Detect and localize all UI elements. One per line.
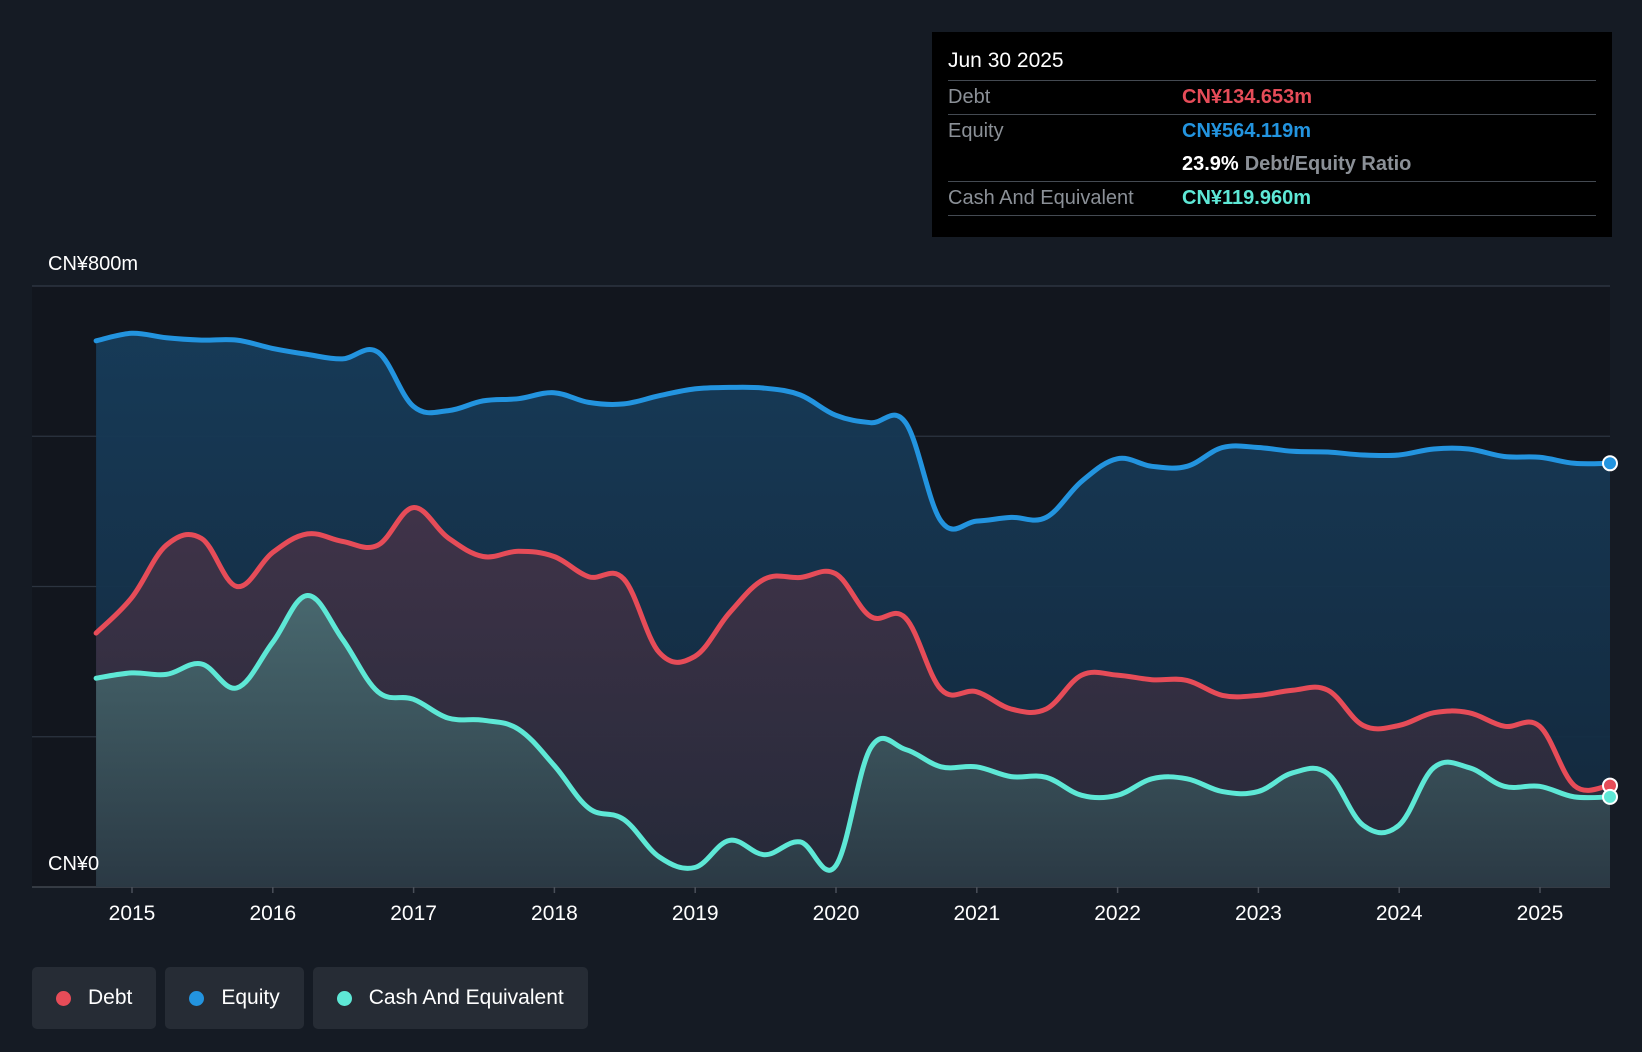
debt-line xyxy=(93,505,1613,793)
cash-line xyxy=(93,593,1613,873)
legend-equity-label: Equity xyxy=(221,986,280,1009)
tooltip-row-ratio: 23.9% Debt/Equity Ratio xyxy=(948,148,1596,181)
x-tick-label: 2023 xyxy=(1235,902,1282,925)
x-tick-label: 2017 xyxy=(390,902,437,925)
series-lines xyxy=(93,330,1613,873)
tooltip-row-debt: Debt CN¥134.653m xyxy=(948,80,1596,114)
x-axis-ticks: 2015 2016 2017 2018 2019 2020 2021 2022 2023 2024… xyxy=(109,887,1564,925)
cash-dot-icon xyxy=(336,990,352,1006)
legend-item-equity[interactable]: Equity xyxy=(165,967,304,1029)
tooltip-date: Jun 30 2025 xyxy=(948,49,1064,72)
tooltip-cash-value: CN¥119.960m xyxy=(1182,187,1311,209)
equity-dot-icon xyxy=(189,990,205,1006)
tooltip-equity-value: CN¥564.119m xyxy=(1182,120,1311,142)
tooltip-panel: Jun 30 2025 Debt CN¥134.653m Equity CN¥5… xyxy=(932,32,1612,237)
tooltip-debt-value: CN¥134.653m xyxy=(1182,86,1313,108)
legend-item-cash[interactable]: Cash And Equivalent xyxy=(312,967,588,1029)
x-tick-label: 2022 xyxy=(1094,902,1141,925)
x-tick-label: 2016 xyxy=(249,902,296,925)
tooltip-equity-label: Equity xyxy=(948,120,1004,142)
x-tick-label: 2025 xyxy=(1517,902,1564,925)
x-tick-label: 2024 xyxy=(1376,902,1423,925)
debt-dot-icon xyxy=(56,990,71,1006)
cash-area xyxy=(96,595,1611,887)
x-tick-label: 2018 xyxy=(531,902,578,925)
tooltip-cash-label: Cash And Equivalent xyxy=(948,187,1134,209)
x-tick-label: 2015 xyxy=(109,902,156,925)
legend-cash-label: Cash And Equivalent xyxy=(368,986,564,1009)
tooltip-debt-label: Debt xyxy=(948,86,991,108)
series-end-markers xyxy=(1602,455,1618,805)
x-tick-label: 2019 xyxy=(672,902,719,925)
tooltip-row-cash: Cash And Equivalent CN¥119.960m xyxy=(948,181,1596,216)
y-label-top: CN¥800m xyxy=(48,253,138,275)
tooltip-ratio-value: 23.9% xyxy=(1182,153,1239,175)
x-tick-label: 2021 xyxy=(953,902,1000,925)
legend-debt-label: Debt xyxy=(88,986,133,1009)
x-tick-label: 2020 xyxy=(813,902,860,925)
legend-item-debt[interactable]: Debt xyxy=(32,967,157,1029)
legend: Debt Equity Cash And Equivalent xyxy=(32,967,588,1029)
tooltip-row-equity: Equity CN¥564.119m xyxy=(948,114,1596,148)
tooltip-ratio-label: Debt/Equity Ratio xyxy=(1244,153,1412,175)
equity-end-marker[interactable] xyxy=(1602,455,1618,472)
y-label-zero: CN¥0 xyxy=(48,853,99,875)
equity-line xyxy=(93,330,1613,532)
cash-end-marker[interactable] xyxy=(1602,788,1618,805)
